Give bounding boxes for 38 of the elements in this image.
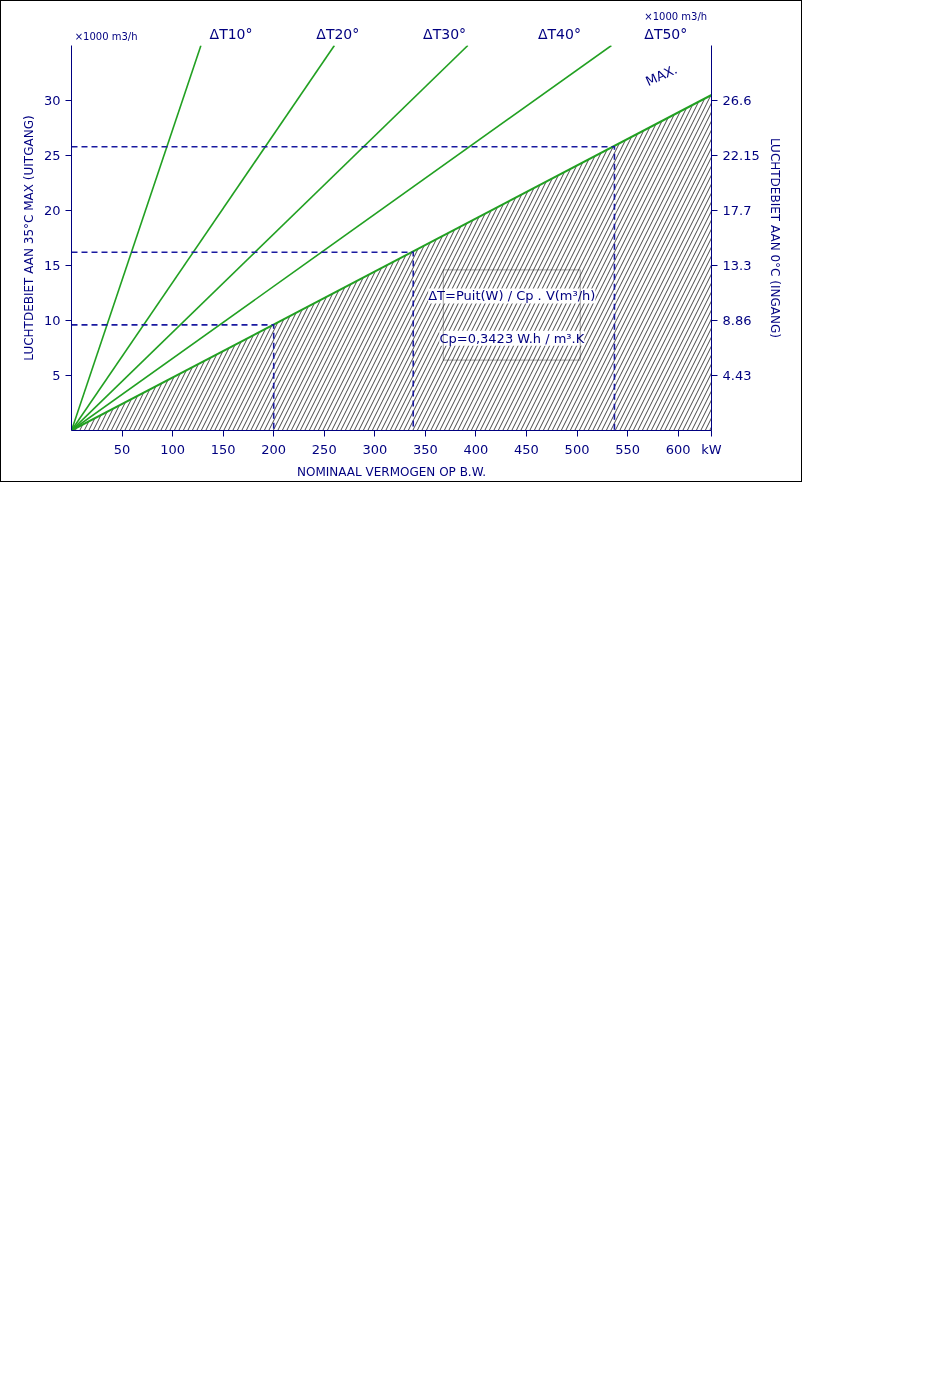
x-tick-label: 600 [665, 441, 691, 457]
x-tick-label: 100 [160, 441, 186, 457]
annotation: Cp=0,3423 W.h / m³.K [439, 330, 585, 346]
y-tick-label: 30 [43, 93, 61, 108]
x-tick-label: 350 [412, 441, 438, 457]
x-tick-label: 550 [615, 441, 640, 457]
x-tick-label: 450 [514, 441, 539, 457]
y-tick-label: 15 [43, 258, 61, 273]
x-tick-label: 500 [564, 441, 590, 457]
series-label: ΔT30° [423, 25, 467, 42]
x-tick-label: 400 [463, 441, 489, 457]
text: ΔT50° [644, 25, 688, 42]
y-tick-label: 20 [43, 203, 61, 218]
x-tick-label: 250 [311, 441, 337, 457]
x-tick-label: 200 [261, 441, 287, 457]
x-tick-label: 300 [362, 441, 388, 457]
x-axis-title: NOMINAAL VERMOGEN OP B.W. [297, 464, 487, 479]
x-tick-label: 50 [113, 441, 131, 457]
y2-tick-label: 4.43 [722, 368, 752, 384]
y2-tick-label: 13.3 [722, 257, 752, 273]
y2-tick-label: 22.15 [722, 148, 760, 164]
y-tick-label: 5 [52, 368, 61, 383]
annotation: ΔT=Puit(W) / Cp . V(m³/h) [428, 288, 596, 304]
y-tick-label: 10 [43, 313, 61, 328]
text: ×1000 m3/h [74, 30, 138, 42]
y-tick-label: 25 [43, 148, 61, 163]
y2-tick-label: 17.7 [722, 203, 752, 219]
series-label: ΔT20° [316, 25, 360, 42]
series-label: ΔT40° [537, 25, 581, 42]
y2-axis-title: LUCHTDEBIET AAN 0°C (INGANG) [767, 138, 782, 338]
x-tick-label: 150 [210, 441, 236, 457]
series-label: ΔT10° [209, 25, 253, 42]
text: ×1000 m3/h [644, 10, 708, 22]
text: MAX. [643, 61, 680, 89]
y-axis-title: LUCHTDEBIET AAN 35°C MAX (UITGANG) [21, 115, 36, 361]
y2-tick-label: 26.6 [722, 92, 752, 108]
y2-tick-label: 8.86 [722, 313, 752, 329]
x-tick-label: kW [701, 441, 722, 457]
